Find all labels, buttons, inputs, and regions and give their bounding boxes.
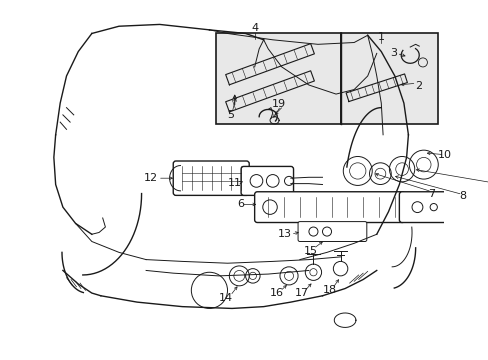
Text: 11: 11 bbox=[227, 178, 241, 188]
Text: 14: 14 bbox=[218, 293, 232, 303]
Text: 2: 2 bbox=[414, 81, 421, 91]
Text: 18: 18 bbox=[322, 285, 336, 295]
Bar bbox=[215, 33, 340, 124]
Text: 15: 15 bbox=[303, 246, 317, 256]
Text: 5: 5 bbox=[226, 110, 233, 120]
Bar bbox=[340, 33, 437, 124]
Text: 12: 12 bbox=[143, 173, 157, 183]
Text: 3: 3 bbox=[389, 48, 397, 58]
Text: 7: 7 bbox=[427, 189, 435, 199]
Text: 19: 19 bbox=[271, 99, 285, 109]
Text: 13: 13 bbox=[277, 229, 291, 239]
Text: 10: 10 bbox=[437, 150, 451, 160]
FancyBboxPatch shape bbox=[173, 161, 249, 195]
Text: 1: 1 bbox=[377, 32, 384, 42]
Text: 6: 6 bbox=[237, 199, 244, 210]
FancyBboxPatch shape bbox=[399, 192, 447, 222]
Text: 16: 16 bbox=[270, 288, 284, 298]
FancyBboxPatch shape bbox=[254, 192, 404, 222]
Text: 4: 4 bbox=[250, 23, 258, 33]
Text: 17: 17 bbox=[294, 288, 308, 298]
FancyBboxPatch shape bbox=[298, 222, 366, 242]
FancyBboxPatch shape bbox=[241, 166, 293, 195]
Text: 8: 8 bbox=[458, 191, 465, 201]
